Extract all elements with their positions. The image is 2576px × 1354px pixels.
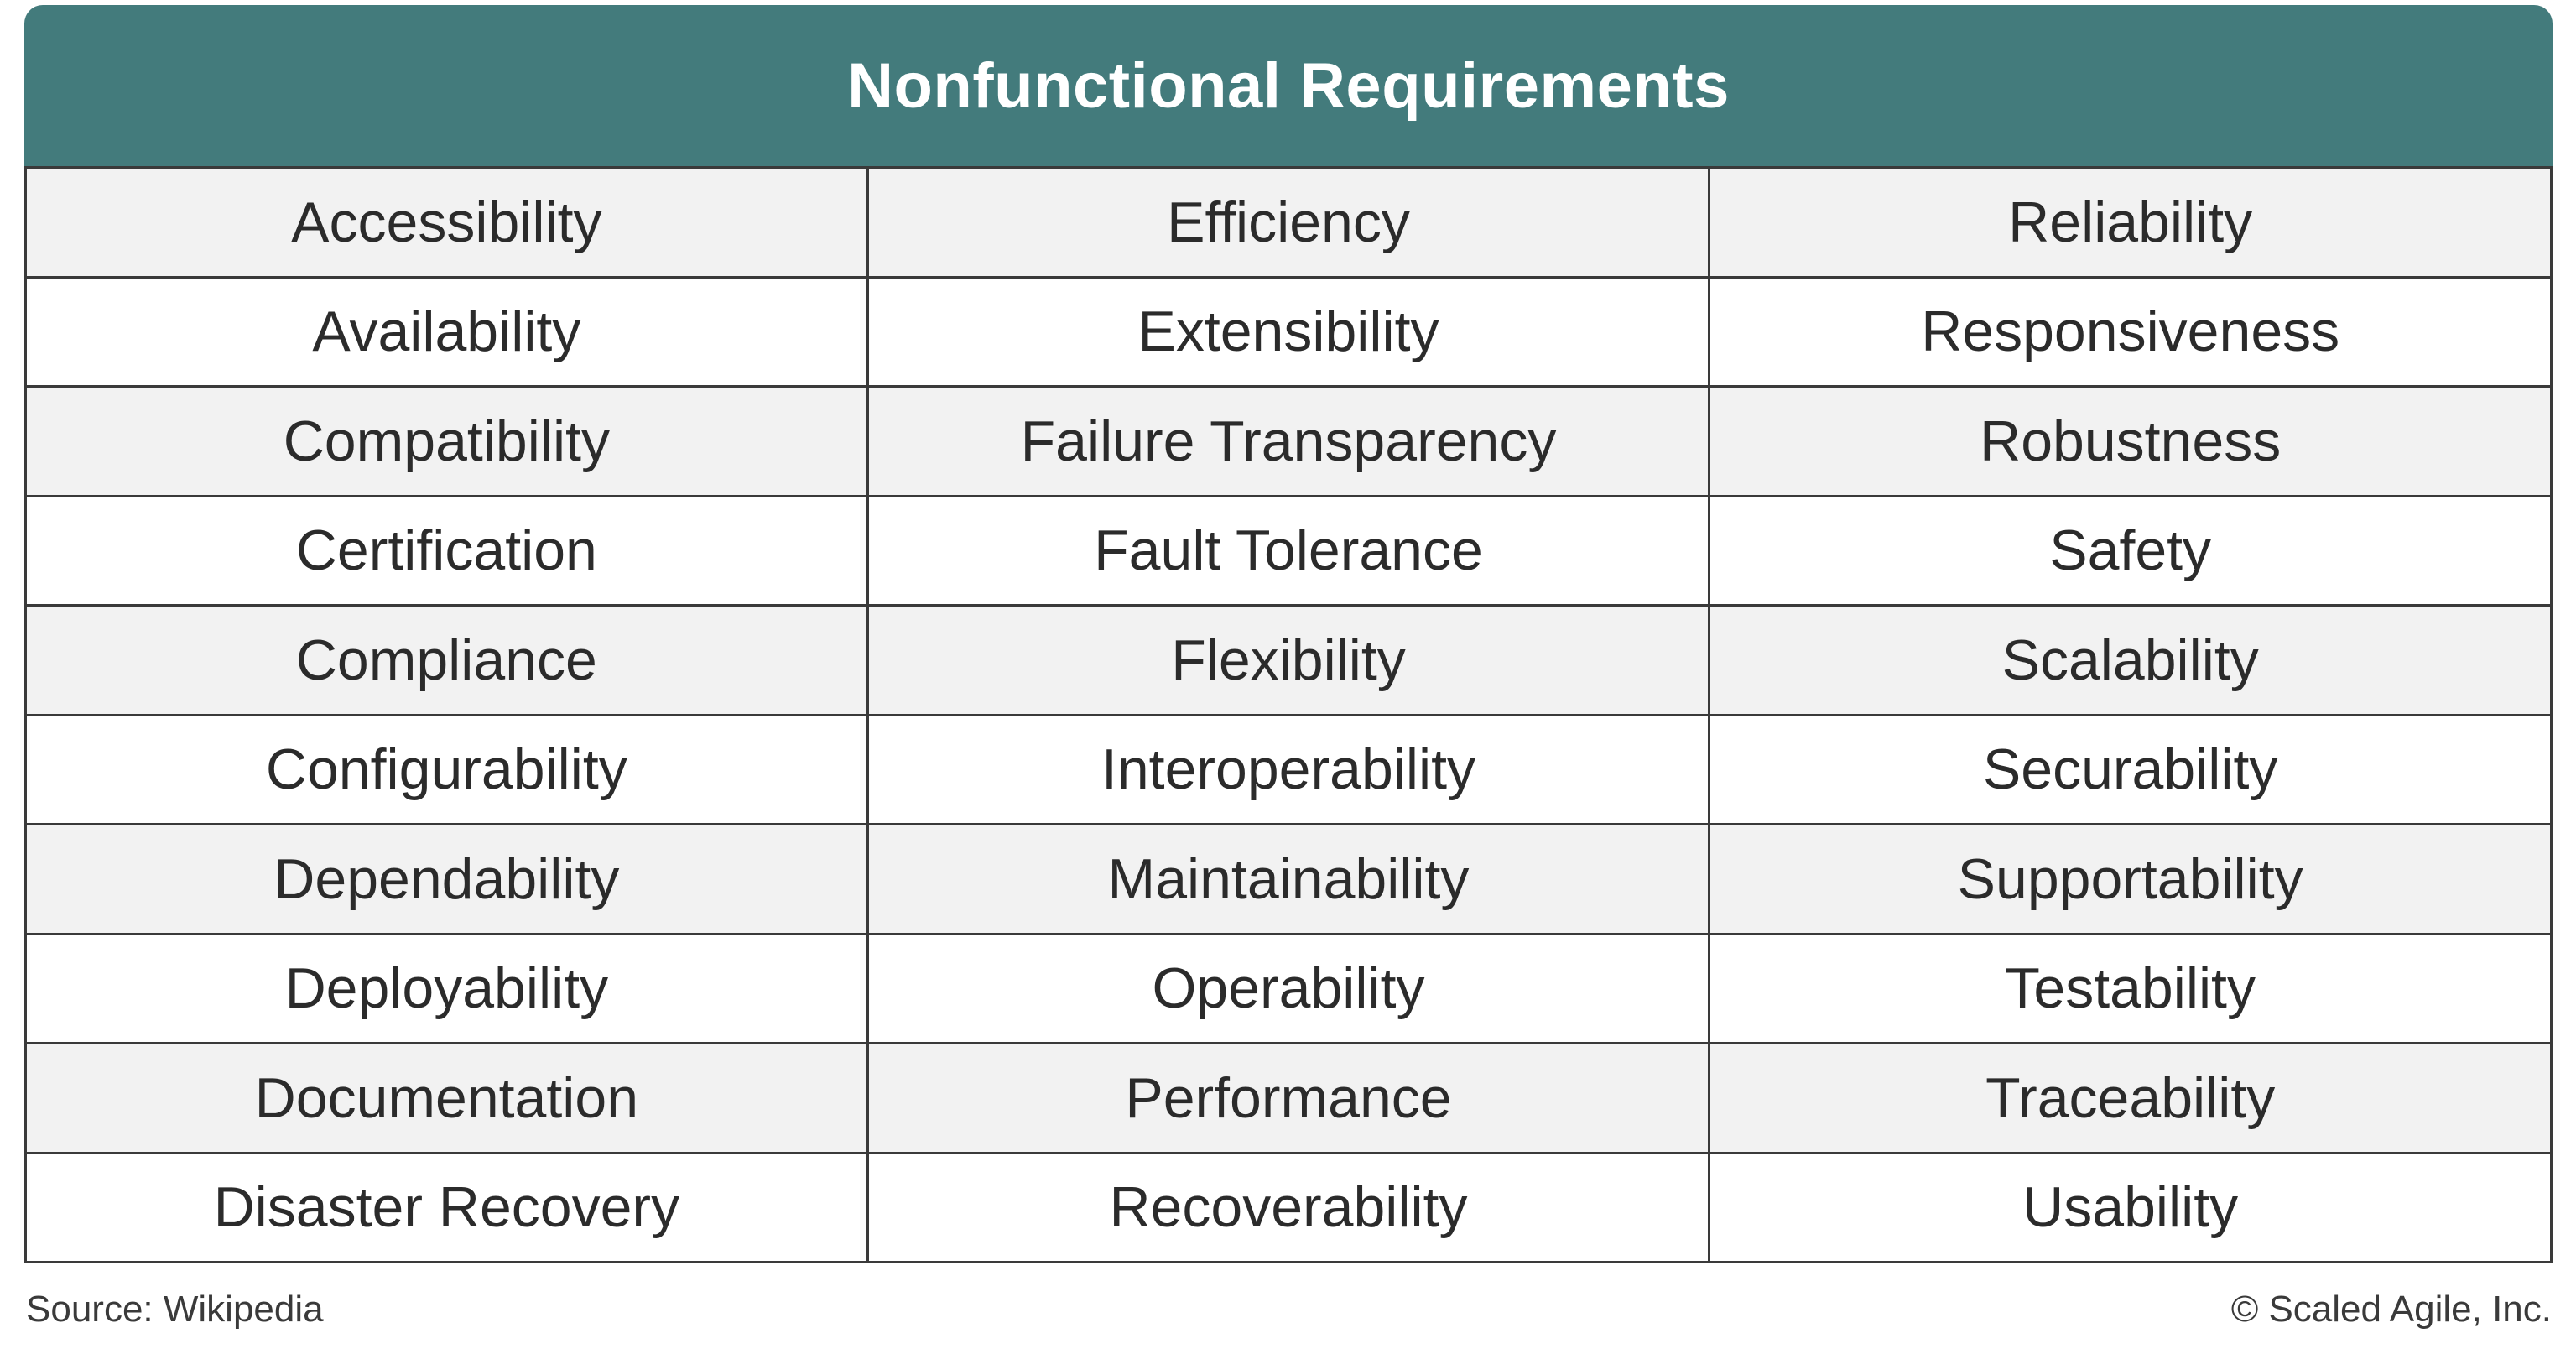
table-cell: Recoverability <box>868 1154 1711 1263</box>
table-cell: Supportability <box>1710 825 2553 935</box>
table-header: Nonfunctional Requirements <box>24 5 2553 166</box>
table-cell: Extensibility <box>868 278 1711 388</box>
table-cell: Disaster Recovery <box>27 1154 869 1263</box>
table-cell: Accessibility <box>27 169 869 279</box>
table-title: Nonfunctional Requirements <box>847 49 1730 122</box>
table-cell: Compatibility <box>27 388 869 497</box>
requirements-table: Nonfunctional Requirements Accessibility… <box>24 5 2553 1263</box>
table-cell: Traceability <box>1710 1044 2553 1154</box>
table-cell: Availability <box>27 278 869 388</box>
source-caption: Source: Wikipedia <box>26 1289 324 1330</box>
table-cell: Flexibility <box>868 607 1711 716</box>
footer: Source: Wikipedia © Scaled Agile, Inc. <box>26 1289 2552 1331</box>
table-cell: Maintainability <box>868 825 1711 935</box>
table-cell: Performance <box>868 1044 1711 1154</box>
table-cell: Operability <box>868 935 1711 1044</box>
table-cell: Fault Tolerance <box>868 497 1711 607</box>
table-cell: Efficiency <box>868 169 1711 279</box>
table-cell: Reliability <box>1710 169 2553 279</box>
table-cell: Robustness <box>1710 388 2553 497</box>
table-cell: Certification <box>27 497 869 607</box>
table-cell: Configurability <box>27 716 869 825</box>
table-cell: Interoperability <box>868 716 1711 825</box>
table-cell: Dependability <box>27 825 869 935</box>
table-cell: Scalability <box>1710 607 2553 716</box>
table-cell: Safety <box>1710 497 2553 607</box>
table-cell: Failure Transparency <box>868 388 1711 497</box>
table-cell: Testability <box>1710 935 2553 1044</box>
table-cell: Responsiveness <box>1710 278 2553 388</box>
table-cell: Securability <box>1710 716 2553 825</box>
copyright-notice: © Scaled Agile, Inc. <box>2230 1289 2552 1330</box>
requirements-grid: Accessibility Efficiency Reliability Ava… <box>24 166 2553 1263</box>
table-cell: Deployability <box>27 935 869 1044</box>
table-cell: Compliance <box>27 607 869 716</box>
table-cell: Documentation <box>27 1044 869 1154</box>
table-cell: Usability <box>1710 1154 2553 1263</box>
